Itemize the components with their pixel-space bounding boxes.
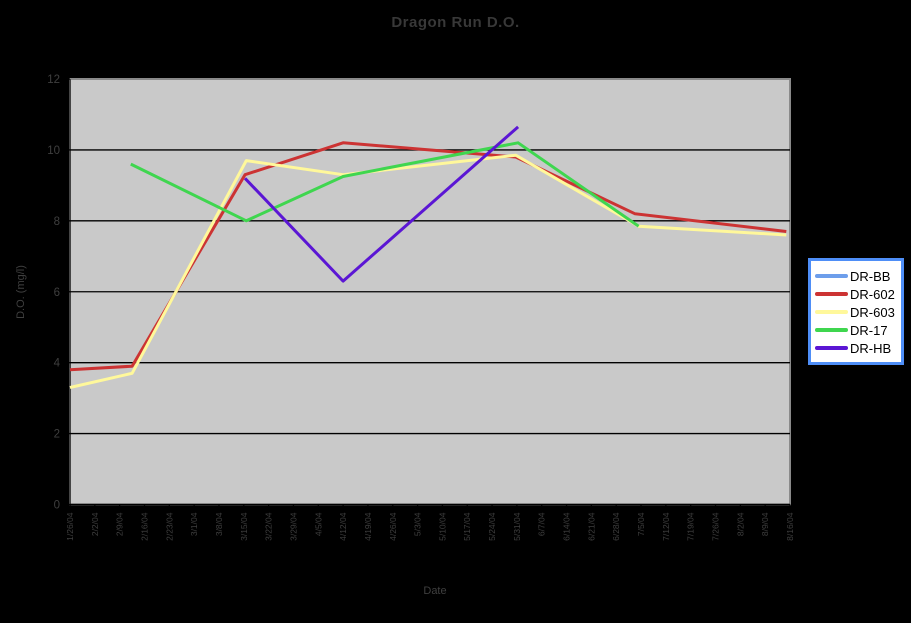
series-line-DR-17 xyxy=(130,141,640,228)
x-tick-label: 6/14/04 xyxy=(562,512,572,541)
x-tick-label: 2/16/04 xyxy=(139,512,149,541)
x-tick-label: 8/2/04 xyxy=(735,512,745,536)
y-tick-label: 8 xyxy=(54,216,60,228)
x-tick-label: 8/9/04 xyxy=(760,512,770,536)
x-tick-label: 7/26/04 xyxy=(711,512,721,541)
x-tick-label: 3/29/04 xyxy=(288,512,298,541)
legend-item-DR-17: DR-17 xyxy=(815,321,897,339)
legend: DR-BB DR-602 DR-603 DR-17 DR-HB xyxy=(808,258,904,365)
x-tick-label: 4/12/04 xyxy=(338,512,348,541)
x-tick-label: 5/10/04 xyxy=(437,512,447,541)
legend-swatch-icon xyxy=(815,274,848,278)
x-tick-label: 3/8/04 xyxy=(214,512,224,536)
x-tick-label: 2/2/04 xyxy=(90,512,100,536)
x-tick-label: 6/28/04 xyxy=(611,512,621,541)
legend-item-DR-BB: DR-BB xyxy=(815,267,897,285)
x-tick-label: 5/3/04 xyxy=(413,512,423,536)
x-tick-label: 3/15/04 xyxy=(239,512,249,541)
legend-label: DR-HB xyxy=(850,340,892,356)
legend-item-DR-602: DR-602 xyxy=(815,285,897,303)
y-tick-label: 0 xyxy=(54,500,60,512)
y-tick-label: 12 xyxy=(47,74,60,86)
x-tick-label: 8/16/04 xyxy=(785,512,795,541)
legend-swatch-icon xyxy=(815,292,848,296)
x-tick-label: 6/7/04 xyxy=(537,512,547,536)
series-line-DR-HB xyxy=(243,125,520,283)
legend-swatch-icon xyxy=(815,346,848,350)
series-line-DR-602 xyxy=(69,141,787,372)
y-axis-title: D.O. (mg/l) xyxy=(15,265,27,319)
x-tick-label: 3/22/04 xyxy=(264,512,274,541)
legend-swatch-icon xyxy=(815,328,848,332)
legend-swatch-icon xyxy=(815,310,848,314)
x-tick-label: 2/9/04 xyxy=(115,512,125,536)
x-tick-label: 5/24/04 xyxy=(487,512,497,541)
legend-item-DR-HB: DR-HB xyxy=(815,339,897,357)
y-tick-label: 10 xyxy=(47,145,60,157)
x-tick-label: 5/17/04 xyxy=(462,512,472,541)
x-axis-title: Date xyxy=(423,585,447,597)
x-tick-label: 1/26/04 xyxy=(65,512,75,541)
x-tick-label: 4/19/04 xyxy=(363,512,373,541)
legend-label: DR-602 xyxy=(850,286,895,302)
legend-label: DR-BB xyxy=(850,268,891,284)
chart-title: Dragon Run D.O. xyxy=(391,14,520,31)
x-tick-label: 2/23/04 xyxy=(164,512,174,541)
x-tick-label: 7/19/04 xyxy=(686,512,696,541)
legend-label: DR-603 xyxy=(850,304,895,320)
x-tick-label: 7/12/04 xyxy=(661,512,671,541)
x-tick-label: 3/1/04 xyxy=(189,512,199,536)
y-tick-label: 6 xyxy=(54,287,60,299)
x-tick-label: 7/5/04 xyxy=(636,512,646,536)
legend-label: DR-17 xyxy=(850,322,888,338)
legend-item-DR-603: DR-603 xyxy=(815,303,897,321)
x-tick-label: 4/26/04 xyxy=(388,512,398,541)
y-tick-label: 4 xyxy=(54,358,61,370)
y-tick-label: 2 xyxy=(54,429,60,441)
x-tick-label: 4/5/04 xyxy=(313,512,323,536)
x-tick-label: 5/31/04 xyxy=(512,512,522,541)
x-tick-label: 6/21/04 xyxy=(586,512,596,541)
